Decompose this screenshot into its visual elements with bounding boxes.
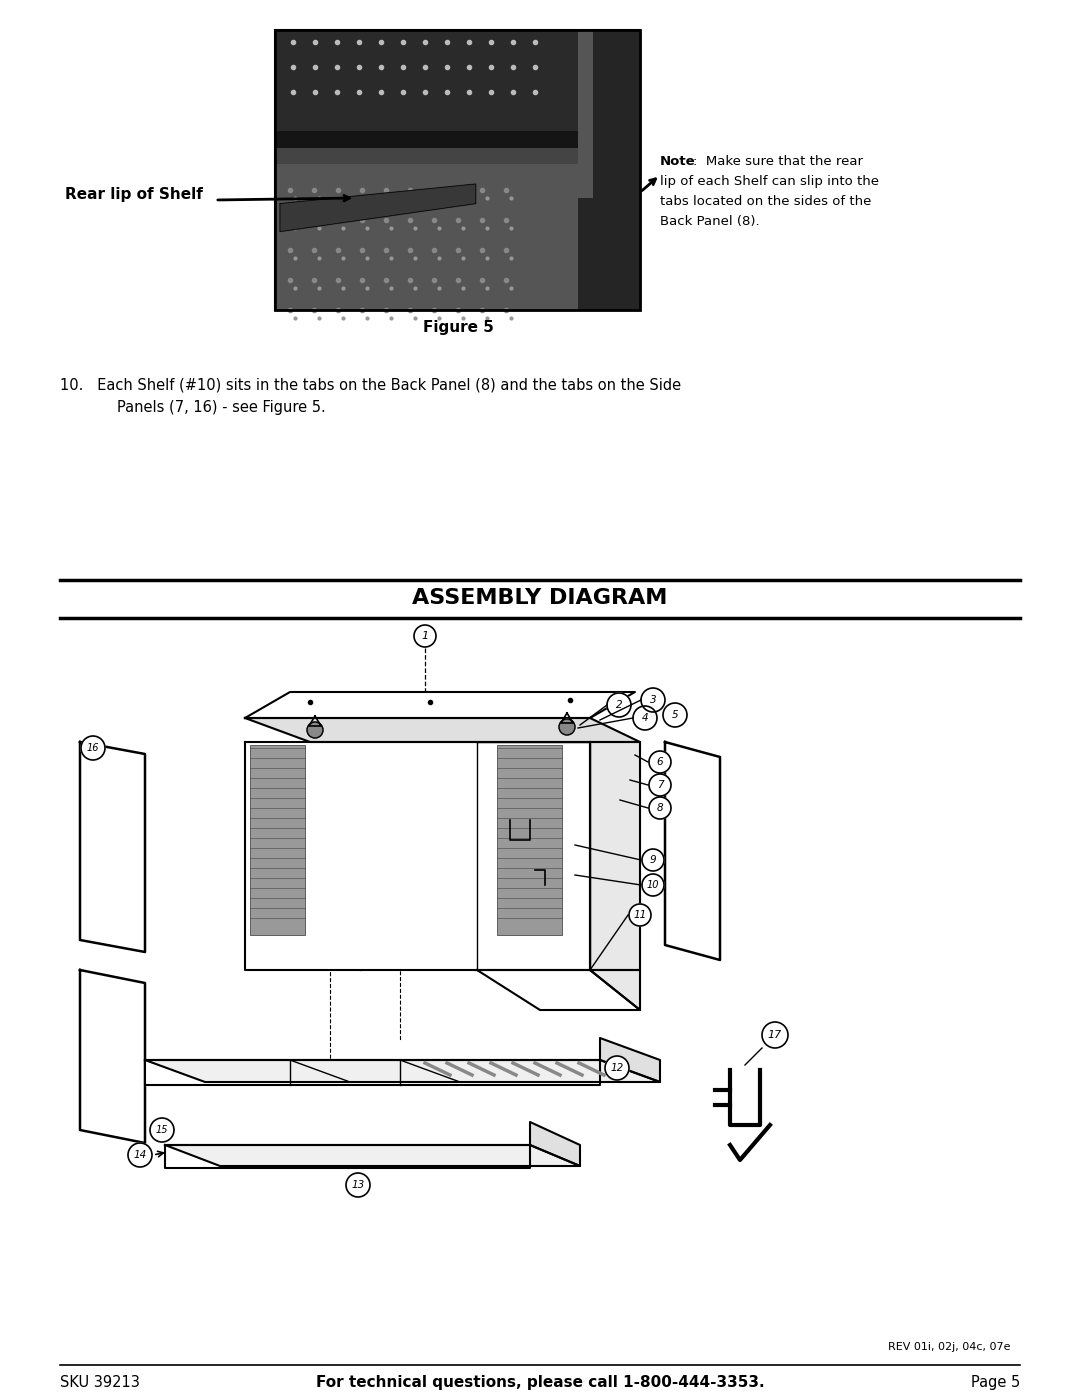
Polygon shape	[245, 692, 635, 718]
Circle shape	[642, 849, 664, 870]
Text: 15: 15	[156, 1125, 168, 1134]
Polygon shape	[80, 970, 145, 1143]
Text: tabs located on the sides of the: tabs located on the sides of the	[660, 196, 872, 208]
Text: 17: 17	[768, 1030, 782, 1039]
Text: 12: 12	[610, 1063, 623, 1073]
Text: Back Panel (8).: Back Panel (8).	[660, 215, 759, 228]
Bar	[275, 29, 640, 310]
Text: 6: 6	[657, 757, 663, 767]
Bar	[578, 29, 593, 198]
Text: Figure 5: Figure 5	[422, 320, 494, 335]
Text: 4: 4	[642, 712, 648, 724]
Bar	[275, 165, 578, 310]
Circle shape	[346, 1173, 370, 1197]
Bar	[275, 148, 578, 165]
Circle shape	[642, 687, 665, 712]
Text: 13: 13	[351, 1180, 365, 1190]
Text: ASSEMBLY DIAGRAM: ASSEMBLY DIAGRAM	[413, 588, 667, 608]
Text: 7: 7	[657, 780, 663, 789]
Text: 14: 14	[133, 1150, 147, 1160]
Text: 8: 8	[657, 803, 663, 813]
Polygon shape	[590, 742, 640, 970]
Circle shape	[150, 1118, 174, 1141]
Polygon shape	[165, 1146, 580, 1166]
Polygon shape	[590, 970, 640, 1010]
Circle shape	[559, 719, 575, 735]
Bar	[578, 29, 640, 310]
Text: :  Make sure that the rear: : Make sure that the rear	[693, 155, 863, 168]
Bar	[497, 745, 562, 935]
Polygon shape	[165, 1146, 530, 1168]
Circle shape	[81, 736, 105, 760]
Polygon shape	[477, 742, 590, 970]
Circle shape	[607, 693, 631, 717]
Text: 10: 10	[647, 880, 659, 890]
Text: Rear lip of Shelf: Rear lip of Shelf	[65, 187, 203, 203]
Polygon shape	[665, 742, 720, 960]
Text: 2: 2	[616, 700, 622, 710]
Circle shape	[663, 703, 687, 726]
Text: 1: 1	[421, 631, 429, 641]
Text: 9: 9	[650, 855, 657, 865]
Text: Page 5: Page 5	[971, 1375, 1020, 1390]
Text: Panels (7, 16) - see Figure 5.: Panels (7, 16) - see Figure 5.	[80, 400, 326, 415]
Text: REV 01i, 02j, 04c, 07e: REV 01i, 02j, 04c, 07e	[888, 1343, 1010, 1352]
Text: Note: Note	[660, 155, 696, 168]
Text: 5: 5	[672, 710, 678, 719]
Circle shape	[414, 624, 436, 647]
Circle shape	[633, 705, 657, 731]
Polygon shape	[145, 1060, 660, 1083]
Polygon shape	[280, 184, 476, 232]
Bar	[275, 29, 578, 137]
Polygon shape	[477, 970, 640, 1010]
Bar	[275, 29, 640, 310]
Circle shape	[629, 904, 651, 926]
Polygon shape	[600, 1038, 660, 1083]
Circle shape	[649, 798, 671, 819]
Circle shape	[307, 722, 323, 738]
Text: lip of each Shelf can slip into the: lip of each Shelf can slip into the	[660, 175, 879, 189]
Text: SKU 39213: SKU 39213	[60, 1375, 140, 1390]
Polygon shape	[530, 1122, 580, 1166]
Bar	[249, 745, 305, 935]
Circle shape	[762, 1023, 788, 1048]
Polygon shape	[80, 742, 145, 951]
Polygon shape	[245, 742, 590, 970]
Circle shape	[129, 1143, 152, 1166]
Polygon shape	[245, 718, 640, 742]
Text: 10.   Each Shelf (#10) sits in the tabs on the Back Panel (8) and the tabs on th: 10. Each Shelf (#10) sits in the tabs on…	[60, 379, 681, 393]
Circle shape	[649, 752, 671, 773]
Text: 11: 11	[633, 909, 647, 921]
Circle shape	[642, 875, 664, 895]
Text: 16: 16	[86, 743, 99, 753]
Circle shape	[605, 1056, 629, 1080]
Text: For technical questions, please call 1-800-444-3353.: For technical questions, please call 1-8…	[315, 1375, 765, 1390]
Text: 3: 3	[650, 694, 657, 705]
Circle shape	[649, 774, 671, 796]
Polygon shape	[145, 1060, 600, 1085]
Bar	[275, 131, 578, 148]
